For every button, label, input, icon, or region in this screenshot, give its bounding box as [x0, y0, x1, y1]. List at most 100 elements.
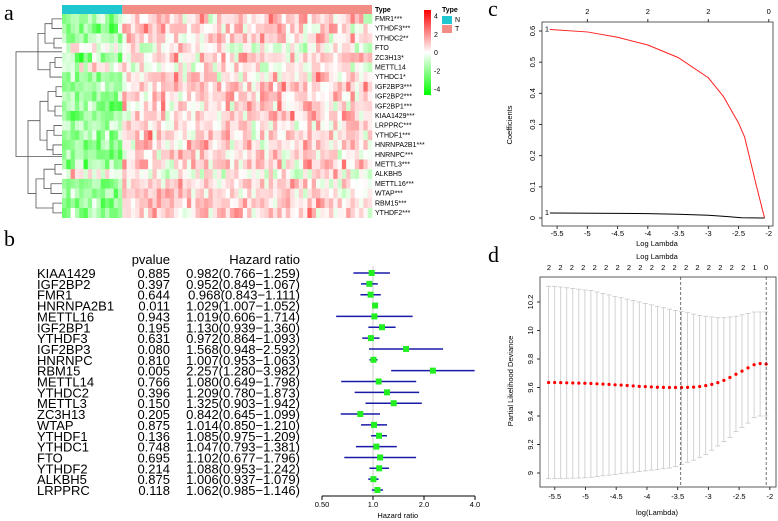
heatmap-cell [130, 198, 136, 209]
heatmap-cell [109, 198, 114, 209]
heatmap-cell [346, 43, 351, 54]
heatmap-cell [354, 43, 360, 54]
hazard-ratio-point [383, 389, 390, 396]
heatmap-cell [367, 198, 373, 209]
gene-name: FTO [37, 450, 63, 465]
heatmap-cell [333, 91, 338, 102]
heatmap-cell [359, 178, 364, 189]
mean-deviance-point [661, 385, 666, 389]
heatmap-cell [87, 198, 93, 209]
pvalue: 0.766 [137, 375, 170, 390]
heatmap-cell [161, 130, 166, 141]
heatmap-cell [156, 178, 162, 189]
heatmap-cell [217, 91, 222, 102]
heatmap-cell [87, 43, 93, 54]
heatmap-cell [143, 130, 149, 141]
heatmap-cell [234, 188, 239, 199]
heatmap-cell [79, 140, 84, 151]
heatmap-cell [238, 62, 244, 73]
heatmap-cell [298, 43, 304, 54]
heatmap-cell [105, 188, 110, 199]
gene-name: LRPPRC [37, 483, 90, 498]
heatmap-cell [225, 62, 231, 73]
heatmap-cell [186, 101, 192, 112]
heatmap-cell [122, 111, 127, 121]
heatmap-cell [191, 23, 196, 34]
heatmap-cell [217, 52, 222, 63]
heatmap-cell [208, 120, 213, 131]
hazard-ratio-point [378, 324, 385, 331]
heatmap-cell [242, 159, 248, 170]
heatmap-cell [359, 120, 364, 131]
mean-deviance-point [607, 382, 611, 386]
pvalue: 0.195 [137, 320, 170, 335]
heatmap-cell [346, 33, 351, 44]
heatmap-row-label: FTO [375, 45, 389, 52]
heatmap-cell [122, 149, 127, 160]
heatmap-row-label: IGF2BP3*** [375, 84, 412, 91]
gene-name: YTHDC1 [37, 440, 89, 455]
heatmap-cell [148, 72, 153, 83]
heatmap-cell [186, 188, 192, 199]
heatmap-cell [62, 91, 67, 102]
heatmap-cell [251, 188, 257, 199]
dendrogram-branch [55, 86, 62, 97]
heatmap-cell [169, 111, 175, 121]
hazard-ratio-text: 1.047(0.793−1.381) [186, 440, 300, 455]
heatmap-cell [117, 52, 123, 63]
heatmap-cell [148, 159, 153, 170]
heatmap-cell [70, 52, 76, 63]
heatmap-cell [212, 62, 218, 73]
heatmap-cell [204, 159, 209, 170]
heatmap-cell [260, 198, 265, 209]
heatmap-cell [359, 14, 364, 24]
heatmap-cell [359, 140, 364, 151]
heatmap-cell [285, 208, 291, 218]
heatmap-cell [367, 52, 373, 63]
heatmap-cell [303, 111, 308, 121]
heatmap-cell [143, 23, 149, 34]
heatmap-cell [260, 72, 265, 83]
heatmap-cell [130, 101, 136, 112]
gene-name: HNRNPA2B1 [37, 299, 114, 314]
heatmap-cell [290, 149, 295, 160]
heatmap-cell [126, 23, 132, 34]
heatmap-cell [191, 52, 196, 63]
heatmap-cell [268, 43, 274, 54]
heatmap-cell [130, 52, 136, 63]
heatmap-cell [277, 72, 282, 83]
heatmap-cell [105, 23, 110, 34]
heatmap-cell [139, 14, 145, 24]
heatmap-cell [191, 130, 196, 141]
heatmap-cell [285, 33, 291, 44]
heatmap-cell [277, 81, 282, 92]
heatmap-cell [139, 178, 145, 189]
heatmap-cell [169, 120, 175, 131]
heatmap-cell [328, 33, 334, 44]
y-tick-label: 0.1 [528, 182, 537, 192]
heatmap-cell [337, 140, 343, 151]
heatmap-cell [328, 101, 334, 112]
heatmap-cell [96, 52, 102, 63]
heatmap-cell [156, 120, 162, 131]
heatmap-cell [328, 62, 334, 73]
heatmap-cell [83, 52, 89, 63]
heatmap-cell [66, 149, 71, 160]
heatmap-cell [281, 91, 287, 102]
heatmap-cell [109, 101, 114, 112]
heatmap-row-label: ZC3H13* [375, 55, 404, 62]
heatmap-cell [363, 72, 368, 83]
heatmap-cell [87, 111, 93, 121]
mean-deviance-point [655, 385, 659, 389]
heatmap-cell [298, 72, 304, 83]
heatmap-cell [105, 198, 110, 209]
top-tick-label: 2 [706, 7, 710, 16]
heatmap-cell [350, 130, 356, 141]
heatmap-cell [251, 91, 257, 102]
heatmap-cell [199, 101, 205, 112]
top-axis-label: 2 [547, 263, 551, 272]
heatmap-cell [294, 101, 300, 112]
heatmap-cell [311, 178, 317, 189]
heatmap-cell [212, 43, 218, 54]
heatmap-cell [113, 52, 119, 63]
